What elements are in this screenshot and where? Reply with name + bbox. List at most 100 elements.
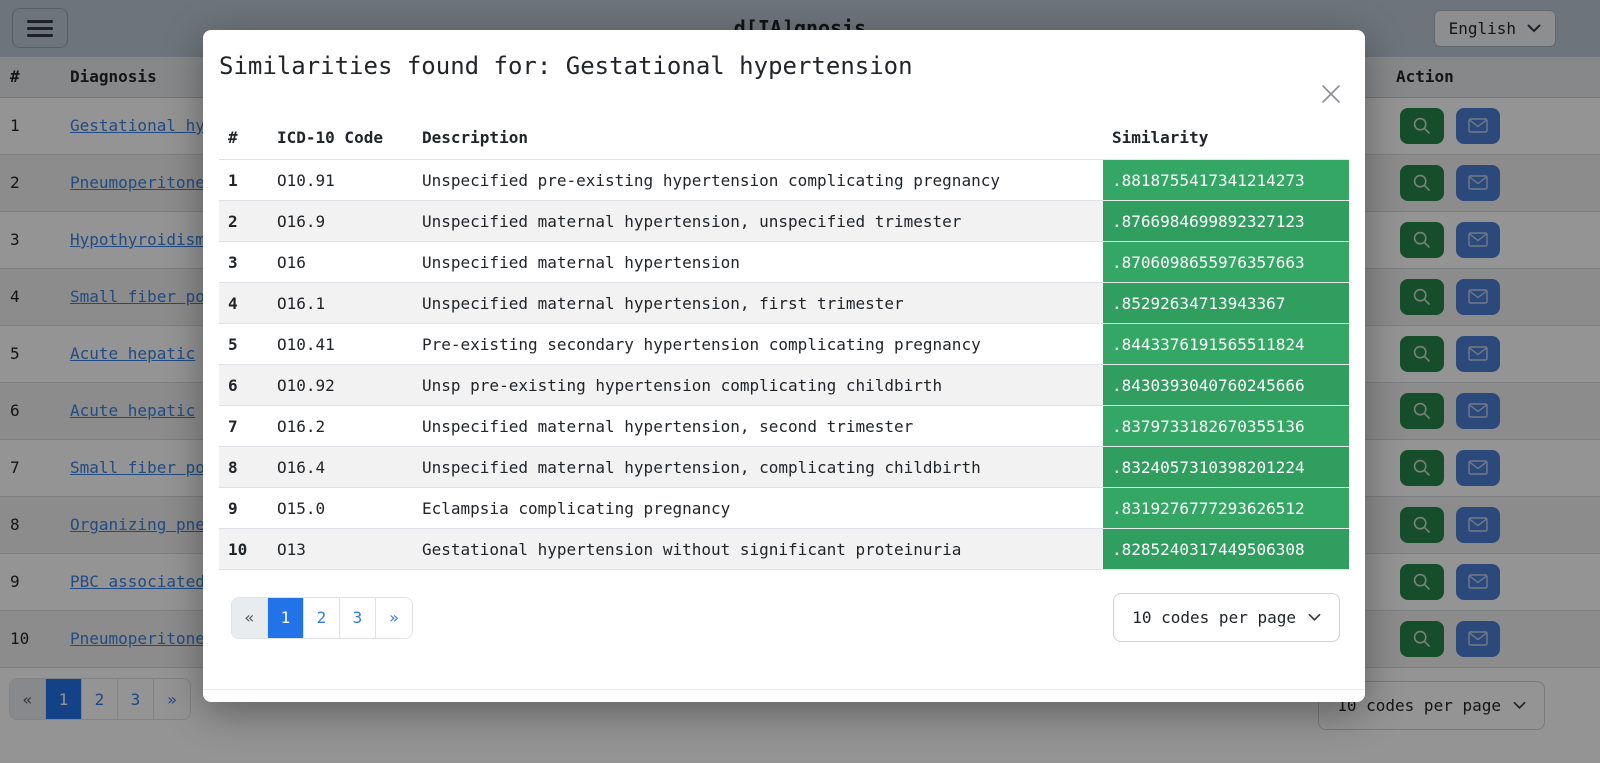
- diagnosis-link[interactable]: PBC associated: [70, 572, 205, 591]
- similarity-value: .8379733182670355136: [1103, 405, 1349, 447]
- column-header-code: ICD-10 Code: [277, 128, 383, 147]
- modal-footer-divider: [203, 689, 1365, 690]
- background-pagination: « 1 2 3 »: [9, 678, 191, 720]
- diagnosis-link[interactable]: Acute hepatic: [70, 344, 196, 363]
- close-icon: [1322, 85, 1340, 103]
- table-row: 5 O10.41 Pre-existing secondary hyperten…: [219, 323, 1349, 365]
- search-icon: [1413, 630, 1430, 647]
- code-description: Unsp pre-existing hypertension complicat…: [413, 364, 1103, 406]
- table-row: 3 O16 Unspecified maternal hypertension …: [219, 241, 1349, 283]
- row-number: 6: [0, 382, 60, 440]
- diagnosis-link[interactable]: Pneumoperitone: [70, 629, 205, 648]
- search-icon: [1413, 231, 1430, 248]
- row-number: 10: [219, 528, 268, 570]
- code-description: Unspecified pre-existing hypertension co…: [413, 159, 1103, 201]
- modal-page-size-select[interactable]: 10 codes per page: [1113, 593, 1340, 642]
- modal-controls: « 1 2 3 » 10 codes per page: [231, 593, 1340, 642]
- search-similarities-button[interactable]: [1400, 221, 1444, 258]
- table-row: 7 O16.2 Unspecified maternal hypertensio…: [219, 405, 1349, 447]
- row-number: 4: [0, 268, 60, 326]
- pagination-page-2[interactable]: 2: [304, 597, 340, 638]
- search-similarities-button[interactable]: [1400, 164, 1444, 201]
- pagination-first-button[interactable]: «: [232, 597, 268, 638]
- code-description: Unspecified maternal hypertension: [413, 241, 1103, 283]
- diagnosis-link[interactable]: Organizing pne: [70, 515, 205, 534]
- code-description: Unspecified maternal hypertension, first…: [413, 282, 1103, 324]
- menu-button[interactable]: [12, 8, 68, 48]
- language-select[interactable]: English: [1433, 10, 1556, 47]
- icd10-code: O15.0: [268, 487, 413, 529]
- icd10-code: O16: [268, 241, 413, 283]
- pagination-page-1[interactable]: 1: [46, 679, 82, 719]
- column-header-similarity: Similarity: [1112, 128, 1209, 147]
- table-row: 1 O10.91 Unspecified pre-existing hypert…: [219, 159, 1349, 201]
- diagnosis-link[interactable]: Small fiber po: [70, 287, 205, 306]
- pagination-next-button[interactable]: »: [154, 679, 190, 719]
- similarity-value: .85292634713943367: [1103, 282, 1349, 324]
- column-header-num: #: [228, 128, 238, 147]
- pagination-page-1[interactable]: 1: [268, 597, 304, 638]
- diagnosis-link[interactable]: Acute hepatic: [70, 401, 196, 420]
- diagnosis-link[interactable]: Hypothyroidism: [70, 230, 205, 249]
- row-number: 7: [0, 439, 60, 497]
- row-number: 5: [219, 323, 268, 365]
- search-icon: [1413, 573, 1430, 590]
- search-icon: [1413, 288, 1430, 305]
- mail-icon: [1468, 631, 1488, 646]
- mail-button[interactable]: [1456, 278, 1500, 315]
- row-number: 10: [0, 610, 60, 668]
- code-description: Eclampsia complicating pregnancy: [413, 487, 1103, 529]
- search-similarities-button[interactable]: [1400, 563, 1444, 600]
- row-number: 9: [219, 487, 268, 529]
- page-size-select[interactable]: 10 codes per page: [1318, 681, 1545, 730]
- chevron-down-icon: [1513, 701, 1526, 710]
- search-similarities-button[interactable]: [1400, 278, 1444, 315]
- mail-button[interactable]: [1456, 221, 1500, 258]
- page-size-label: 10 codes per page: [1132, 608, 1296, 627]
- search-similarities-button[interactable]: [1400, 107, 1444, 144]
- mail-button[interactable]: [1456, 392, 1500, 429]
- code-description: Unspecified maternal hypertension, unspe…: [413, 200, 1103, 242]
- table-row: 9 O15.0 Eclampsia complicating pregnancy…: [219, 487, 1349, 529]
- icd10-code: O16.9: [268, 200, 413, 242]
- mail-button[interactable]: [1456, 620, 1500, 657]
- page-size-label: 10 codes per page: [1337, 696, 1501, 715]
- pagination-page-3[interactable]: 3: [340, 597, 376, 638]
- row-number: 2: [219, 200, 268, 242]
- pagination-next-button[interactable]: »: [376, 597, 412, 638]
- close-button[interactable]: [1311, 74, 1351, 114]
- mail-button[interactable]: [1456, 563, 1500, 600]
- search-similarities-button[interactable]: [1400, 449, 1444, 486]
- mail-button[interactable]: [1456, 164, 1500, 201]
- mail-button[interactable]: [1456, 506, 1500, 543]
- row-number: 5: [0, 325, 60, 383]
- row-number: 1: [219, 159, 268, 201]
- search-similarities-button[interactable]: [1400, 335, 1444, 372]
- diagnosis-link[interactable]: Gestational hy: [70, 116, 205, 135]
- diagnosis-link[interactable]: Pneumoperitone: [70, 173, 205, 192]
- code-description: Unspecified maternal hypertension, compl…: [413, 446, 1103, 488]
- pagination-first-button[interactable]: «: [10, 679, 46, 719]
- table-row: 10 O13 Gestational hypertension without …: [219, 528, 1349, 570]
- search-similarities-button[interactable]: [1400, 506, 1444, 543]
- table-row: 4 O16.1 Unspecified maternal hypertensio…: [219, 282, 1349, 324]
- similarity-value: .8319276777293626512: [1103, 487, 1349, 529]
- icd10-code: O10.91: [268, 159, 413, 201]
- mail-button[interactable]: [1456, 335, 1500, 372]
- code-description: Unspecified maternal hypertension, secon…: [413, 405, 1103, 447]
- icd10-code: O13: [268, 528, 413, 570]
- mail-button[interactable]: [1456, 449, 1500, 486]
- pagination-page-3[interactable]: 3: [118, 679, 154, 719]
- mail-button[interactable]: [1456, 107, 1500, 144]
- row-number: 9: [0, 553, 60, 611]
- search-icon: [1413, 174, 1430, 191]
- similarity-value: .8706098655976357663: [1103, 241, 1349, 283]
- column-header-description: Description: [422, 128, 528, 147]
- diagnosis-link[interactable]: Small fiber po: [70, 458, 205, 477]
- search-icon: [1413, 402, 1430, 419]
- search-similarities-button[interactable]: [1400, 620, 1444, 657]
- search-icon: [1413, 345, 1430, 362]
- pagination-page-2[interactable]: 2: [82, 679, 118, 719]
- mail-icon: [1468, 175, 1488, 190]
- search-similarities-button[interactable]: [1400, 392, 1444, 429]
